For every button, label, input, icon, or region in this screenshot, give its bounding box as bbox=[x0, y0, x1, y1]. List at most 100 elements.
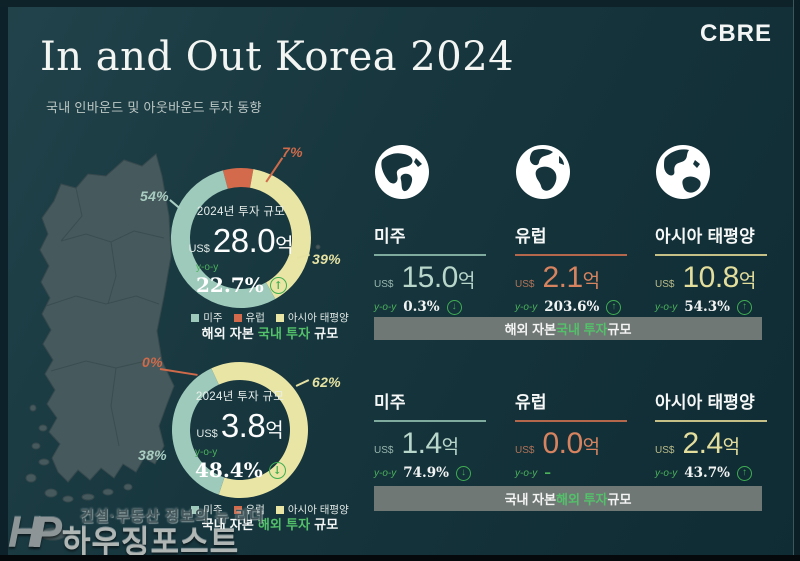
region-title: 아시아 태평양 bbox=[655, 227, 755, 246]
slice-label-americas: 54% bbox=[140, 188, 169, 204]
region-title: 미주 bbox=[374, 227, 406, 246]
yoy-label: y-o-y bbox=[515, 467, 538, 479]
down-arrow-icon: ↓ bbox=[455, 465, 471, 481]
caption-highlight: 해외 투자 bbox=[257, 517, 311, 532]
down-arrow-icon: ↓ bbox=[446, 299, 462, 315]
currency-label: US$ bbox=[515, 445, 535, 456]
yoy-value: 43.7% bbox=[684, 465, 730, 481]
donut-slice bbox=[222, 168, 254, 189]
donut-slice bbox=[250, 169, 311, 299]
stat-outbound-europe: 유럽 US$ 0.0 억 y-o-y – bbox=[515, 388, 627, 481]
page-title: In and Out Korea 2024 bbox=[40, 34, 515, 80]
slice-label-europe: 0% bbox=[142, 354, 163, 370]
amount-unit: 억 bbox=[738, 271, 757, 292]
housingpost-hp-logo: HP bbox=[8, 508, 62, 557]
region-title: 유럽 bbox=[515, 227, 547, 246]
region-title: 아시아 태평양 bbox=[655, 393, 755, 412]
currency-label: US$ bbox=[374, 279, 394, 290]
underline bbox=[374, 254, 486, 256]
stat-outbound-apac: 아시아 태평양 US$ 2.4 억 y-o-y 43.7% ↑ bbox=[655, 388, 767, 481]
donut-chart-inbound bbox=[170, 168, 311, 309]
inbound-section-bar: 해외 자본 국내 투자 규모 bbox=[374, 317, 762, 340]
amount-value: 2.4 bbox=[682, 427, 723, 460]
bar-highlight: 국내 투자 bbox=[556, 322, 608, 337]
up-arrow-icon: ↑ bbox=[606, 299, 622, 315]
globe-europe-icon bbox=[516, 145, 570, 199]
legend-label: 아시아 태평양 bbox=[287, 504, 349, 516]
bar-text: 규모 bbox=[607, 492, 632, 507]
slice-label-europe: 7% bbox=[282, 144, 303, 160]
stat-inbound-americas: 미주 US$ 15.0 억 y-o-y 0.3% ↓ bbox=[374, 144, 486, 315]
slice-label-apac: 39% bbox=[312, 251, 341, 267]
yoy-value: – bbox=[544, 465, 551, 481]
legend-label: 미주 bbox=[203, 312, 223, 324]
amount-value: 15.0 bbox=[401, 261, 458, 294]
amount-unit: 억 bbox=[441, 437, 460, 458]
legend-outbound: 미주 유럽 아시아 태평양 bbox=[160, 502, 380, 517]
legend-swatch-apac bbox=[275, 505, 284, 514]
yoy-label: y-o-y bbox=[655, 467, 678, 479]
legend-label: 아시아 태평양 bbox=[287, 312, 349, 324]
caption-text: 해외 자본 bbox=[201, 326, 258, 341]
stat-outbound-americas: 미주 US$ 1.4 억 y-o-y 74.9% ↓ bbox=[374, 388, 486, 481]
up-arrow-icon: ↑ bbox=[736, 299, 752, 315]
currency-label: US$ bbox=[374, 445, 394, 456]
donut-slice bbox=[171, 368, 225, 495]
region-title: 미주 bbox=[374, 393, 406, 412]
frame-edge bbox=[0, 0, 8, 561]
amount-value: 0.0 bbox=[542, 427, 583, 460]
amount-value: 10.8 bbox=[682, 261, 739, 294]
yoy-value: 0.3% bbox=[403, 299, 440, 315]
legend-label: 유럽 bbox=[245, 312, 265, 324]
amount-unit: 억 bbox=[582, 271, 601, 292]
underline bbox=[515, 420, 627, 422]
globe-americas-icon bbox=[375, 145, 429, 199]
outbound-section-bar: 국내 자본 해외 투자 규모 bbox=[374, 486, 762, 511]
amount-unit: 억 bbox=[722, 437, 741, 458]
slice-label-americas: 38% bbox=[138, 447, 167, 463]
yoy-value: 54.3% bbox=[684, 299, 730, 315]
korea-map bbox=[25, 153, 321, 541]
caption-text: 국내 자본 bbox=[201, 517, 258, 532]
underline bbox=[655, 420, 767, 422]
underline bbox=[655, 254, 767, 256]
stat-inbound-apac: 아시아 태평양 US$ 10.8 억 y-o-y 54.3% ↑ bbox=[655, 144, 767, 315]
legend-label: 미주 bbox=[203, 504, 223, 516]
legend-swatch-americas bbox=[191, 505, 200, 514]
donut-outbound-caption: 국내 자본 해외 투자 규모 bbox=[140, 514, 400, 533]
caption-highlight: 국내 투자 bbox=[257, 326, 311, 341]
currency-label: US$ bbox=[655, 445, 675, 456]
yoy-label: y-o-y bbox=[515, 301, 538, 313]
caption-text: 규모 bbox=[310, 326, 339, 341]
currency-label: US$ bbox=[655, 279, 675, 290]
legend-inbound: 미주 유럽 아시아 태평양 bbox=[160, 310, 380, 325]
frame-edge bbox=[0, 0, 800, 7]
caption-text: 규모 bbox=[310, 517, 339, 532]
legend-swatch-americas bbox=[191, 313, 200, 322]
slice-label-apac: 62% bbox=[312, 374, 341, 390]
yoy-value: 203.6% bbox=[544, 299, 600, 315]
globe-asia-pacific-icon bbox=[656, 145, 710, 199]
bar-text: 해외 자본 bbox=[504, 322, 557, 337]
donut-slice bbox=[211, 362, 308, 499]
legend-swatch-europe bbox=[233, 505, 242, 514]
watermark-name: 하우징포스트 bbox=[62, 525, 240, 560]
legend-swatch-apac bbox=[275, 313, 284, 322]
up-arrow-icon: ↑ bbox=[736, 465, 752, 481]
bar-text: 규모 bbox=[607, 322, 632, 337]
frame-edge bbox=[0, 555, 800, 561]
bar-text: 국내 자본 bbox=[504, 492, 557, 507]
korea-mainland bbox=[39, 153, 175, 483]
page-subtitle: 국내 인바운드 및 아웃바운드 투자 동향 bbox=[46, 100, 262, 115]
legend-swatch-europe bbox=[233, 313, 242, 322]
watermark-tagline: 건설·부동산 정보의 뉴 리더 bbox=[80, 508, 265, 525]
region-title: 유럽 bbox=[515, 393, 547, 412]
currency-label: US$ bbox=[515, 279, 535, 290]
donut-chart-outbound bbox=[171, 362, 308, 499]
donut-inbound-caption: 해외 자본 국내 투자 규모 bbox=[140, 323, 400, 342]
yoy-label: y-o-y bbox=[374, 301, 397, 313]
amount-unit: 억 bbox=[582, 437, 601, 458]
donut-slice bbox=[170, 170, 276, 309]
bar-highlight: 해외 투자 bbox=[556, 492, 608, 507]
